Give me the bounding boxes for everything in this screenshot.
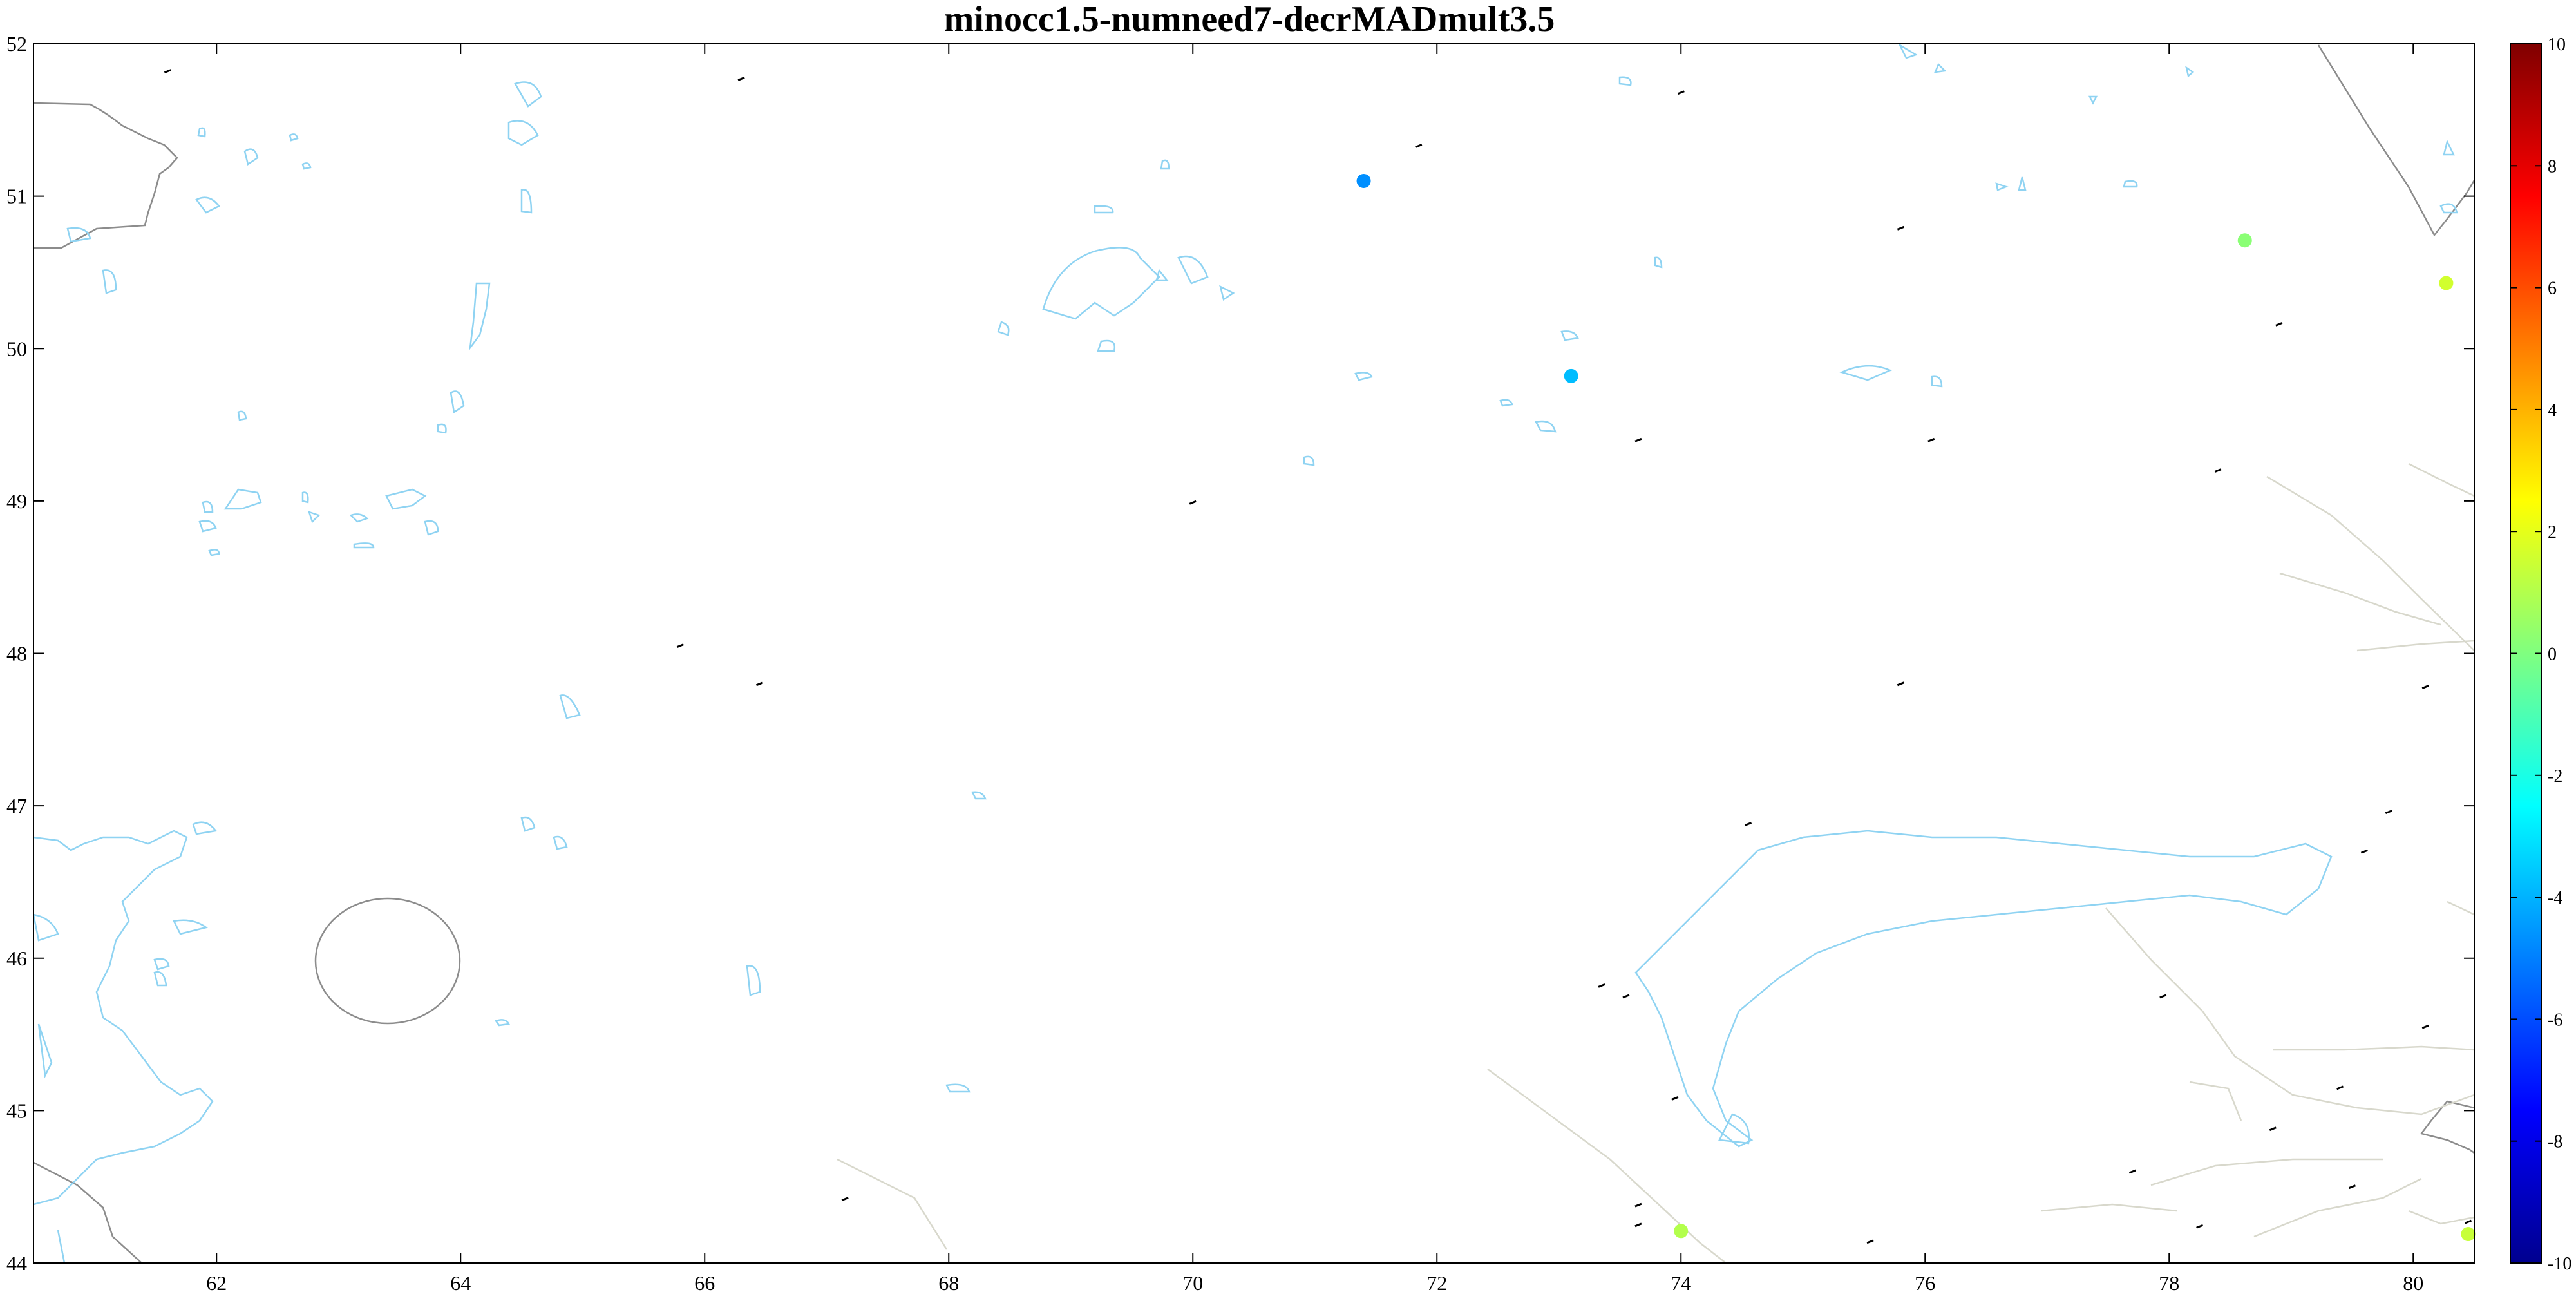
colorbar-tick-label: -8 — [2548, 1132, 2562, 1152]
station-mark — [676, 643, 684, 649]
colorbar-ticks: 10 8 6 4 2 0 -2 -4 -6 -8 -10 — [2510, 35, 2571, 1274]
station-mark — [2214, 468, 2222, 473]
station-mark — [2464, 1219, 2472, 1224]
station-mark — [755, 681, 764, 687]
data-point — [2237, 233, 2252, 248]
data-point — [2439, 276, 2454, 290]
station-mark — [1598, 983, 1605, 988]
y-tick-label: 44 — [6, 1251, 27, 1275]
colorbar-tick-label: -6 — [2548, 1010, 2562, 1030]
x-axis: 62 64 66 68 70 72 74 76 78 80 — [206, 44, 2423, 1292]
station-mark — [2348, 1184, 2356, 1190]
map-background — [33, 44, 2474, 1263]
y-tick-label: 45 — [6, 1099, 27, 1122]
x-tick-label: 78 — [2159, 1271, 2179, 1292]
station-mark — [1927, 437, 1935, 442]
station-mark — [1677, 90, 1685, 95]
station-mark — [1634, 1202, 1642, 1208]
x-tick-label: 80 — [2403, 1271, 2423, 1292]
station-mark — [1744, 822, 1752, 826]
y-tick-label: 49 — [6, 489, 27, 513]
station-mark — [1897, 681, 1904, 687]
station-mark — [2196, 1224, 2204, 1229]
station-mark — [1866, 1239, 1874, 1244]
colorbar-tick-label: 10 — [2548, 35, 2566, 55]
station-mark — [2360, 849, 2369, 854]
colorbar-tick-label: -2 — [2548, 766, 2562, 786]
colorbar-tick-label: 6 — [2548, 279, 2557, 299]
border-lines — [33, 44, 2474, 1263]
station-mark — [2128, 1169, 2136, 1174]
station-mark — [164, 69, 172, 73]
chart-title: minocc1.5-numneed7-decrMADmult3.5 — [943, 0, 1555, 39]
station-mark — [1671, 1096, 1679, 1101]
colorbar-tick-label: 0 — [2548, 645, 2557, 665]
station-mark — [1189, 500, 1197, 505]
x-tick-label: 72 — [1426, 1271, 1447, 1292]
station-mark — [2159, 994, 2167, 999]
y-tick-label: 47 — [6, 794, 27, 817]
station-mark — [2421, 685, 2429, 689]
x-tick-label: 70 — [1182, 1271, 1203, 1292]
river-lines — [837, 462, 2474, 1263]
y-tick-label: 51 — [6, 185, 27, 208]
data-point — [1674, 1224, 1689, 1239]
station-mark — [2385, 810, 2392, 814]
station-mark — [841, 1197, 849, 1202]
plot-frame — [33, 43, 2475, 1264]
glacier-outlines — [33, 44, 2458, 1263]
x-tick-label: 68 — [938, 1271, 959, 1292]
data-point — [1564, 368, 1578, 383]
y-tick-label: 48 — [6, 642, 27, 665]
station-mark — [1622, 994, 1630, 999]
colorbar-tick-label: -4 — [2548, 888, 2562, 908]
data-points — [1356, 173, 2476, 1242]
data-point — [1356, 173, 1371, 188]
station-mark — [737, 77, 745, 81]
x-tick-label: 62 — [206, 1271, 227, 1292]
station-mark — [2275, 321, 2283, 327]
y-axis: 44 45 46 47 48 49 50 51 52 — [6, 32, 2474, 1275]
station-mark — [1415, 144, 1423, 148]
colorbar-tick-label: 4 — [2548, 401, 2557, 421]
y-tick-label: 52 — [6, 32, 27, 55]
station-mark — [1634, 437, 1642, 442]
y-tick-label: 46 — [6, 947, 27, 970]
colorbar-tick-label: 2 — [2548, 522, 2557, 542]
x-tick-label: 66 — [694, 1271, 715, 1292]
station-mark — [1897, 225, 1904, 231]
x-tick-label: 76 — [1915, 1271, 1935, 1292]
x-tick-label: 74 — [1671, 1271, 1691, 1292]
lake-outline — [314, 897, 461, 1025]
y-tick-label: 50 — [6, 337, 27, 360]
colorbar-tick-label: -10 — [2548, 1254, 2571, 1274]
colorbar-tick-label: 8 — [2548, 157, 2557, 176]
station-mark — [2269, 1126, 2277, 1132]
data-point — [2461, 1227, 2476, 1242]
station-markers — [164, 69, 2472, 1244]
station-mark — [1634, 1222, 1642, 1228]
station-mark — [2421, 1024, 2429, 1029]
station-mark — [2336, 1085, 2344, 1090]
x-tick-label: 64 — [450, 1271, 471, 1292]
